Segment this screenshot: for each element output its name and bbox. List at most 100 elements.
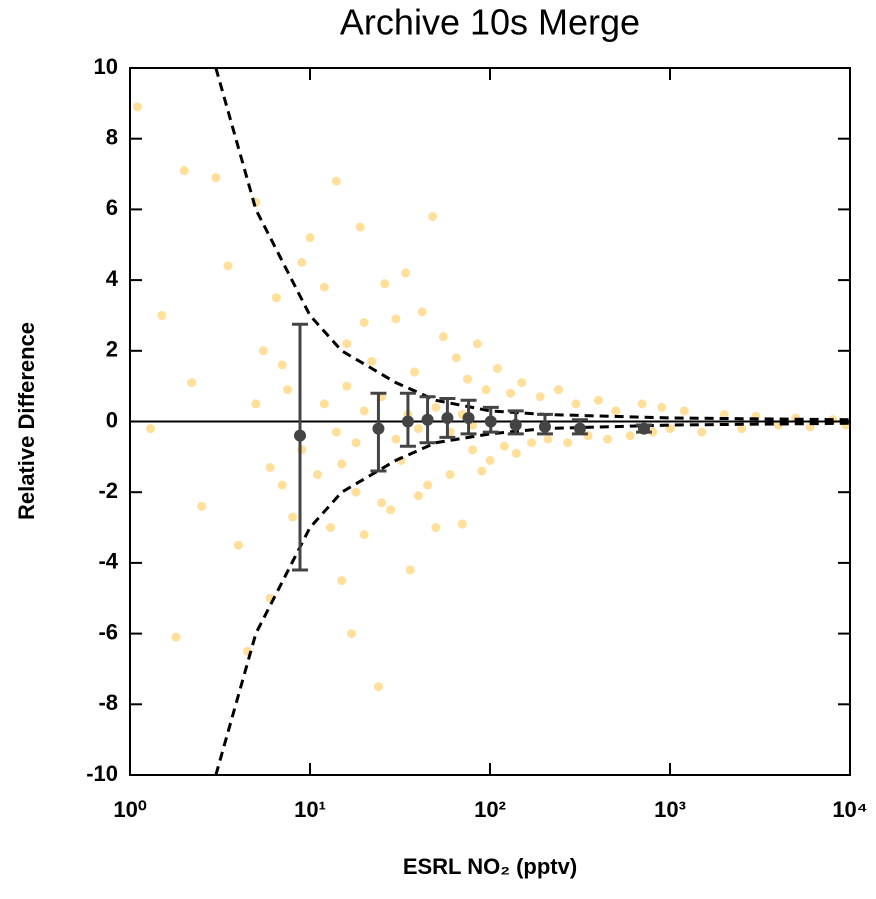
scatter-point xyxy=(413,424,423,434)
envelope-line xyxy=(214,68,850,422)
scatter-point xyxy=(413,491,423,501)
mean-point xyxy=(637,422,650,435)
scatter-point xyxy=(359,530,369,540)
y-tick-label: -4 xyxy=(98,549,118,574)
scatter-point xyxy=(737,424,747,434)
scatter-point xyxy=(611,406,621,416)
scatter-point xyxy=(187,378,197,388)
scatter-point xyxy=(571,399,581,409)
scatter-point xyxy=(337,459,347,469)
scatter-point xyxy=(431,402,441,412)
scatter-point xyxy=(417,307,427,317)
scatter-point xyxy=(367,356,377,366)
scatter-point xyxy=(603,434,613,444)
scatter-point xyxy=(355,222,365,232)
scatter-point xyxy=(463,374,473,384)
scatter-point xyxy=(146,424,156,434)
x-tick-label: 10⁴ xyxy=(832,797,867,822)
y-axis-label: Relative Difference xyxy=(14,322,39,520)
mean-point xyxy=(294,429,307,442)
y-tick-label: 0 xyxy=(106,407,118,432)
mean-point xyxy=(372,422,385,435)
scatter-point xyxy=(472,339,482,349)
scatter-point xyxy=(197,501,207,511)
scatter-point xyxy=(517,378,527,388)
scatter-point xyxy=(157,310,167,320)
chart-title: Archive 10s Merge xyxy=(340,2,640,43)
scatter-point xyxy=(283,385,293,395)
scatter-point xyxy=(401,268,411,278)
scatter-point xyxy=(511,448,521,458)
scatter-point xyxy=(563,438,573,448)
scatter-point xyxy=(593,395,603,405)
scatter-point xyxy=(385,505,395,515)
envelope-line xyxy=(214,421,850,775)
scatter-point xyxy=(428,211,438,221)
scatter-point xyxy=(288,512,298,522)
scatter-point xyxy=(380,279,390,289)
scatter-point xyxy=(319,399,329,409)
scatter-point xyxy=(657,402,667,412)
scatter-point xyxy=(171,632,181,642)
scatter-point xyxy=(271,293,281,303)
scatter-point xyxy=(132,102,142,112)
scatter-point xyxy=(553,385,563,395)
mean-point xyxy=(401,415,414,428)
scatter-point xyxy=(543,434,553,444)
scatter-point xyxy=(223,261,233,271)
scatter-point xyxy=(648,427,658,437)
scatter-point xyxy=(337,576,347,586)
scatter-point xyxy=(526,438,536,448)
plot-area xyxy=(130,68,850,775)
scatter-point xyxy=(391,314,401,324)
scatter-point xyxy=(431,523,441,533)
mean-point xyxy=(484,415,497,428)
scatter-point xyxy=(492,363,502,373)
y-tick-label: 10 xyxy=(94,54,118,79)
y-tick-label: 8 xyxy=(106,125,118,150)
scatter-point xyxy=(405,565,415,575)
scatter-point xyxy=(637,399,647,409)
x-tick-label: 10⁰ xyxy=(113,797,146,822)
scatter-point xyxy=(319,282,329,292)
y-tick-label: 2 xyxy=(106,337,118,362)
scatter-point xyxy=(265,462,275,472)
scatter-point xyxy=(481,385,491,395)
scatter-point xyxy=(233,540,243,550)
mean-point xyxy=(441,411,454,424)
scatter-point xyxy=(326,523,336,533)
x-tick-label: 10² xyxy=(474,797,506,822)
y-tick-label: -8 xyxy=(98,690,118,715)
scatter-point xyxy=(499,441,509,451)
y-tick-label: -2 xyxy=(98,478,118,503)
scatter-point xyxy=(377,498,387,508)
scatter-point xyxy=(625,431,635,441)
scatter-point xyxy=(445,470,455,480)
y-tick-label: -10 xyxy=(86,761,118,786)
scatter-point xyxy=(351,438,361,448)
mean-point xyxy=(421,413,434,426)
y-tick-label: 6 xyxy=(106,195,118,220)
scatter-point xyxy=(277,480,287,490)
y-tick-label: -6 xyxy=(98,619,118,644)
scatter-point xyxy=(438,332,448,342)
scatter-point xyxy=(342,381,352,391)
scatter-point xyxy=(457,519,467,529)
scatter-point xyxy=(485,455,495,465)
scatter-point xyxy=(506,388,516,398)
scatter-point xyxy=(451,353,461,363)
scatter-point xyxy=(359,406,369,416)
scatter-point xyxy=(468,445,478,455)
mean-point xyxy=(509,419,522,432)
scatter-point xyxy=(697,427,707,437)
mean-point xyxy=(573,422,586,435)
scatter-point xyxy=(373,682,383,692)
scatter-point xyxy=(312,470,322,480)
scatter-point xyxy=(359,318,369,328)
scatter-point xyxy=(535,392,545,402)
y-tick-label: 4 xyxy=(106,266,119,291)
mean-point xyxy=(538,420,551,433)
scatter-point xyxy=(346,629,356,639)
scatter-point xyxy=(391,434,401,444)
